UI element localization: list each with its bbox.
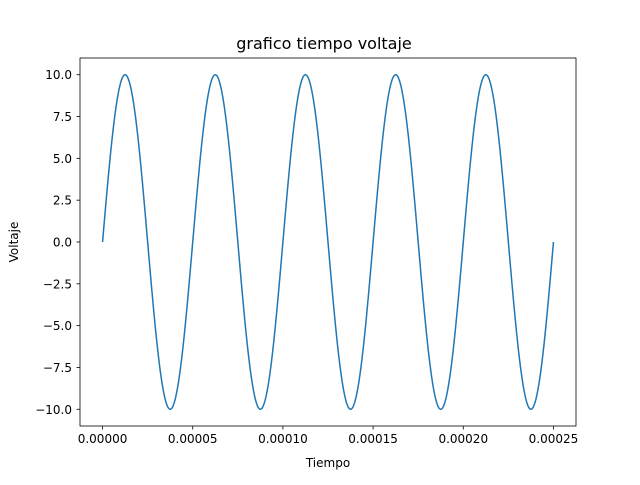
y-tick-label: 2.5	[53, 194, 72, 208]
x-tick-label: 0.00000	[78, 432, 128, 446]
y-axis-label: Voltaje	[7, 222, 21, 263]
chart-title: grafico tiempo voltaje	[236, 34, 412, 53]
x-tick-label: 0.00020	[438, 432, 488, 446]
voltage-series-line	[101, 73, 555, 411]
x-tick-label: 0.00010	[258, 432, 308, 446]
x-tick-label: 0.00015	[348, 432, 398, 446]
x-tick-label: 0.00025	[529, 432, 579, 446]
y-tick-label: −7.5	[43, 361, 72, 375]
y-tick-label: −10.0	[35, 403, 72, 417]
y-tick-label: 5.0	[53, 152, 72, 166]
plot-area-frame	[79, 57, 577, 427]
x-tick-label: 0.00005	[168, 432, 218, 446]
x-axis-ticks: 0.00000 0.00005 0.00010 0.00015 0.00020 0.000…	[78, 426, 579, 446]
y-tick-label: −2.5	[43, 277, 72, 291]
y-tick-label: 7.5	[53, 110, 72, 124]
y-tick-label: 0.0	[53, 236, 72, 250]
y-tick-label: −5.0	[43, 319, 72, 333]
x-axis-label: Tiempo	[305, 456, 350, 470]
y-axis-ticks: −10.0 −7.5 −5.0 −2.5 0.0 2.5 5.0 7.5 10.0	[35, 68, 80, 417]
y-tick-label: 10.0	[45, 68, 72, 82]
